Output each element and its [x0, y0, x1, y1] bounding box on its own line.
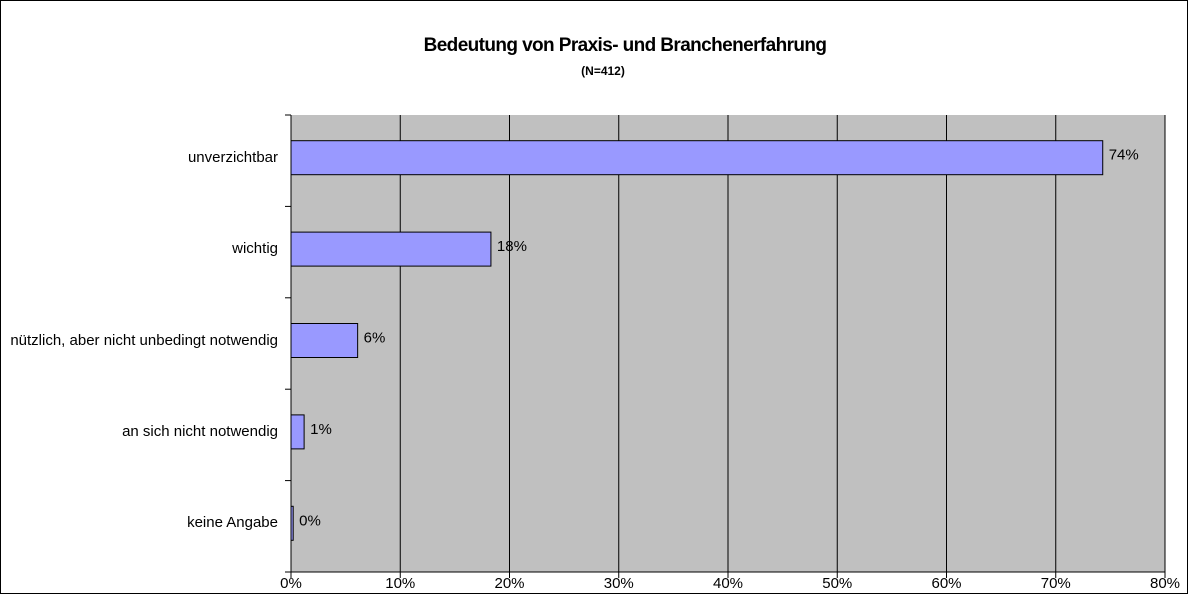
chart-title: Bedeutung von Praxis- und Branchenerfahr… [424, 35, 827, 56]
x-tick-label: 10% [385, 575, 415, 592]
y-tick-label: nützlich, aber nicht unbedingt notwendig [0, 311, 278, 371]
data-label: 6% [364, 329, 386, 346]
bar [290, 323, 359, 358]
category-text: wichtig [232, 240, 278, 258]
x-tick-label: 70% [1041, 575, 1071, 592]
chart-subtitle: (N=412) [581, 64, 625, 78]
x-tick-label: 0% [280, 575, 302, 592]
category-text: unverzichtbar [187, 148, 278, 166]
x-tick-label: 20% [494, 575, 524, 592]
category-text: nützlich, aber nicht unbedingt notwendig [10, 331, 278, 349]
data-label: 1% [310, 421, 332, 438]
x-tick-label: 80% [1150, 575, 1180, 592]
data-label: 0% [299, 512, 321, 529]
x-tick-label: 40% [713, 575, 743, 592]
bar [290, 231, 492, 267]
category-text: an sich nicht notwendig [122, 422, 278, 440]
data-label: 18% [497, 238, 527, 255]
y-tick-label: wichtig [0, 219, 278, 279]
y-tick-label: keine Angabe [0, 493, 278, 553]
x-tick-label: 60% [931, 575, 961, 592]
x-tick-label: 30% [604, 575, 634, 592]
y-tick-label: an sich nicht notwendig [0, 402, 278, 462]
category-text: keine Angabe [187, 514, 278, 532]
y-tick-label: unverzichtbar [0, 128, 278, 188]
bar [290, 505, 294, 541]
x-tick-label: 50% [822, 575, 852, 592]
data-label: 74% [1109, 147, 1139, 164]
bar [290, 140, 1104, 176]
bar [290, 414, 305, 450]
